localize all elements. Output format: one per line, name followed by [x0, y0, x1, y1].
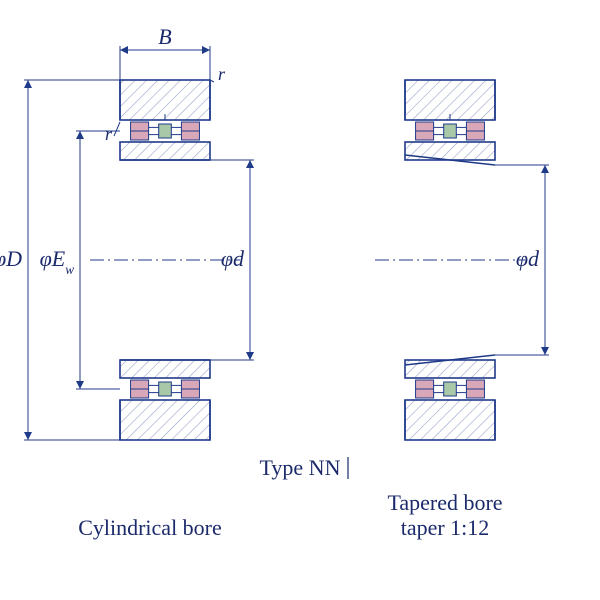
label-phiD: φD — [0, 246, 22, 271]
left-bearing-diagram — [90, 80, 240, 440]
label-phiEw: φEw — [40, 246, 75, 277]
label-tapered-2: taper 1:12 — [401, 515, 490, 540]
label-phid-left: φd — [221, 246, 245, 271]
right-bearing-diagram — [375, 80, 525, 440]
svg-text:φd: φd — [221, 246, 245, 271]
label-tapered-1: Tapered bore — [387, 490, 502, 515]
svg-text:φD: φD — [0, 246, 22, 271]
label-phid-right: φd — [516, 246, 540, 271]
svg-text:φEw: φEw — [40, 246, 75, 277]
label-r-outer: r — [218, 64, 226, 84]
label-r-inner: r — [105, 124, 113, 144]
label-cylindrical: Cylindrical bore — [78, 515, 222, 540]
svg-text:φd: φd — [516, 246, 540, 271]
label-type: Type NN — [260, 455, 341, 480]
label-B: B — [158, 24, 171, 49]
